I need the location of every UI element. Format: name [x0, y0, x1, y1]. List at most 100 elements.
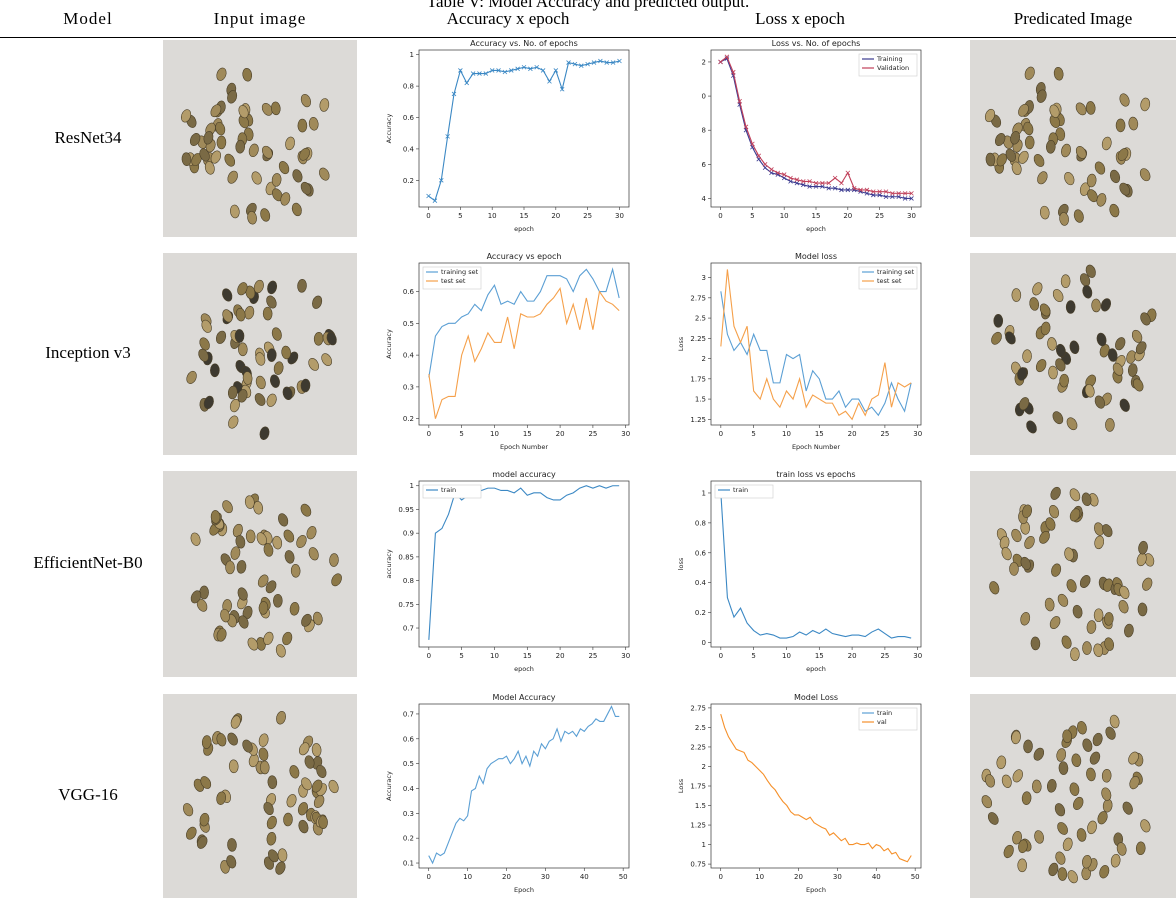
x-tick-label: 20	[848, 430, 857, 438]
y-tick-label: 2.5	[695, 315, 706, 323]
bean	[1105, 418, 1115, 432]
bean	[258, 601, 269, 615]
bean	[1011, 161, 1022, 176]
bean	[996, 755, 1007, 770]
bean	[189, 133, 201, 147]
point-marker	[617, 58, 622, 64]
plot-frame	[418, 703, 630, 869]
bean	[1140, 97, 1151, 112]
bean	[191, 153, 202, 167]
x-tick-label: 30	[907, 212, 916, 220]
chart-title: train loss vs epochs	[776, 470, 855, 479]
bean	[1010, 131, 1021, 145]
bean	[1072, 796, 1084, 810]
bean	[236, 560, 247, 574]
bean	[242, 371, 253, 385]
series-line	[720, 492, 912, 639]
photo	[163, 694, 357, 898]
bean	[301, 613, 312, 627]
y-tick-label: 0.9	[403, 530, 414, 538]
bean	[1109, 203, 1120, 218]
bean	[201, 735, 212, 749]
x-tick-label: 10	[782, 652, 791, 660]
bean	[1071, 753, 1082, 768]
x-tick-label: 5	[458, 212, 462, 220]
legend-label: train	[441, 486, 456, 494]
bean	[200, 776, 212, 789]
x-tick-label: 0	[426, 212, 430, 220]
bean	[270, 101, 281, 116]
x-tick-label: 30	[541, 873, 550, 881]
bean	[198, 348, 209, 362]
bean	[267, 280, 278, 295]
legend-box	[422, 484, 482, 499]
plot-frame	[418, 49, 630, 208]
y-tick-label: 1	[702, 489, 706, 497]
chart-title: Model loss	[795, 252, 837, 261]
bean	[260, 208, 271, 222]
bean	[308, 547, 319, 561]
bean	[286, 794, 297, 808]
bean	[1086, 620, 1097, 634]
bean	[1035, 359, 1047, 373]
x-tick-label: 15	[815, 430, 824, 438]
bean	[298, 742, 310, 756]
bean	[262, 306, 273, 321]
bean	[190, 532, 201, 546]
bean	[1131, 329, 1143, 343]
bean	[1105, 726, 1116, 740]
chart-title: Accuracy vs epoch	[487, 252, 562, 261]
bean	[226, 855, 237, 869]
bean	[228, 415, 239, 429]
bean	[1045, 517, 1056, 531]
header-cell: Accuracy x epoch	[446, 9, 570, 28]
bean	[242, 739, 253, 753]
y-tick-label: 0.4	[403, 352, 415, 360]
x-tick-label: 20	[848, 652, 857, 660]
bean	[1052, 411, 1064, 425]
bean	[266, 831, 277, 846]
y-tick-label: 0.6	[695, 549, 707, 557]
bean	[994, 133, 1006, 147]
bean	[222, 288, 233, 302]
bean	[289, 765, 300, 779]
bean	[1127, 363, 1138, 377]
bean	[1082, 738, 1093, 752]
legend-label: training set	[441, 268, 479, 276]
bean	[1056, 748, 1067, 762]
bean	[1135, 841, 1146, 856]
bean	[282, 386, 293, 401]
bean	[1079, 575, 1091, 588]
bean	[1036, 89, 1047, 103]
bean	[292, 169, 303, 183]
bean	[1018, 839, 1028, 854]
x-tick-label: 25	[880, 430, 889, 438]
bean	[1132, 378, 1144, 392]
x-tick-label: 10	[782, 430, 791, 438]
bean	[220, 608, 231, 623]
legend-label: test set	[877, 277, 902, 285]
bean	[1033, 747, 1045, 761]
bean	[1026, 420, 1037, 434]
bean	[1094, 535, 1105, 550]
bean	[263, 631, 274, 646]
bean	[190, 590, 202, 604]
bean	[244, 495, 255, 509]
plot-frame	[418, 480, 630, 648]
bean	[245, 285, 256, 300]
bean	[227, 90, 238, 104]
y-tick-label: 0.3	[403, 810, 414, 818]
bean	[1137, 602, 1148, 617]
bean	[1075, 102, 1087, 116]
x-axis-label: Epoch Number	[792, 443, 840, 451]
bean	[985, 774, 996, 788]
x-axis-label: Epoch	[514, 886, 534, 894]
bean	[1067, 870, 1078, 884]
bean	[1058, 761, 1069, 775]
bean	[181, 152, 192, 166]
bean	[1061, 635, 1072, 649]
bean	[1018, 150, 1029, 164]
bean	[1012, 769, 1023, 783]
bean	[1093, 608, 1104, 623]
